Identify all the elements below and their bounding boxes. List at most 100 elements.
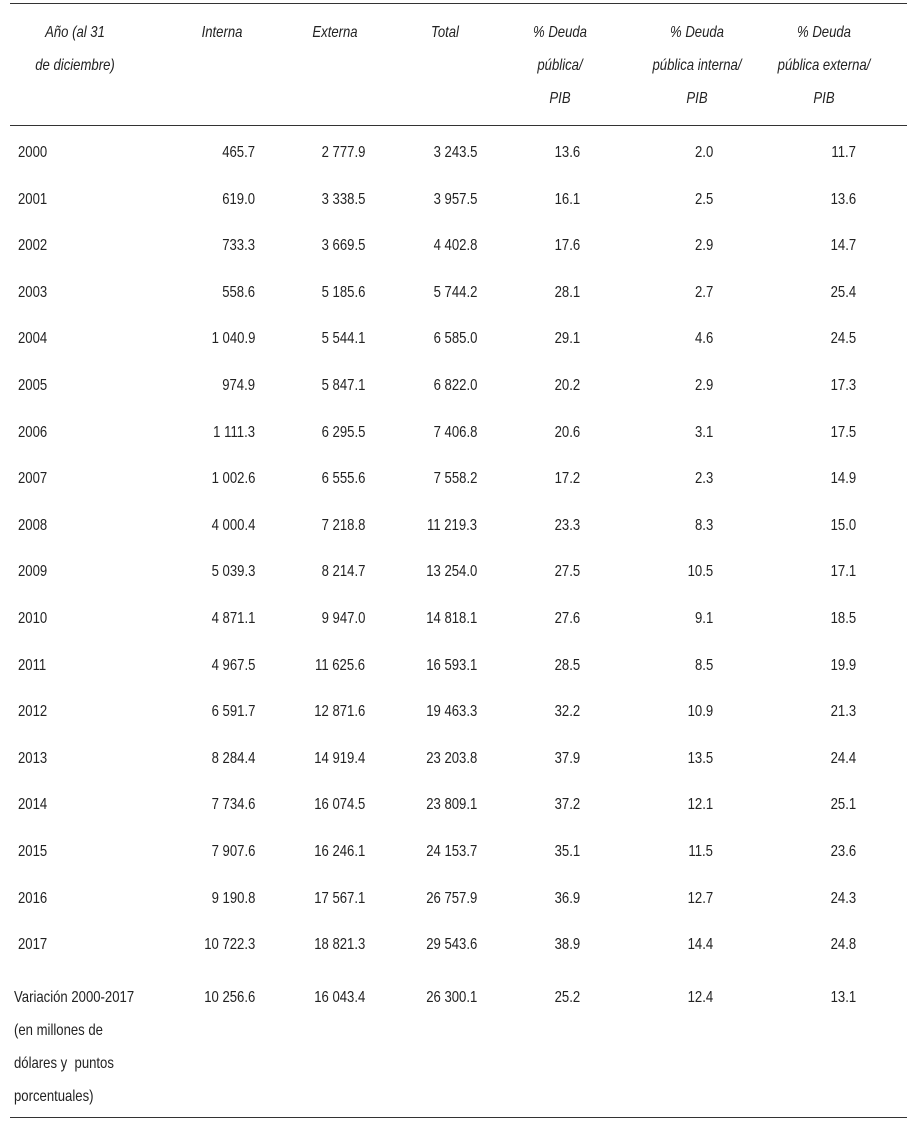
value-cell: 14.7 xyxy=(830,237,856,255)
value-cell: 36.9 xyxy=(554,889,580,907)
value-cell: 1 002.6 xyxy=(211,470,255,488)
header-cell: pública interna/ xyxy=(652,57,742,74)
header-cell: Total xyxy=(431,24,459,41)
value-cell: 17.6 xyxy=(554,237,580,255)
year-cell: 2010 xyxy=(18,610,48,627)
value-cell: 3 957.5 xyxy=(433,190,477,208)
value-cell: 17.5 xyxy=(830,423,856,441)
value-cell: 11.5 xyxy=(688,843,713,860)
variation-label: (en millones de xyxy=(14,1022,103,1039)
year-cell: 2005 xyxy=(18,377,48,394)
value-cell: 29 543.6 xyxy=(425,936,477,954)
value-cell: 9.1 xyxy=(694,610,713,627)
value-cell: 13.6 xyxy=(554,144,580,161)
value-cell: 18.5 xyxy=(830,610,856,627)
header-rule xyxy=(10,125,907,126)
year-cell: 2014 xyxy=(18,796,48,814)
value-cell: 16.1 xyxy=(554,190,580,208)
value-cell: 14 818.1 xyxy=(425,610,477,627)
header-cell: % Deuda xyxy=(797,24,851,41)
value-cell: 11.7 xyxy=(831,144,856,161)
year-cell: 2004 xyxy=(18,330,48,348)
value-cell: 19.9 xyxy=(830,656,856,674)
year-cell: 2012 xyxy=(18,703,48,721)
value-cell: 7 907.6 xyxy=(211,843,255,860)
value-cell: 5 185.6 xyxy=(321,283,365,301)
year-cell: 2007 xyxy=(18,470,48,488)
value-cell: 3.1 xyxy=(694,423,713,441)
variation-label: Variación 2000-2017 xyxy=(14,989,135,1006)
value-cell: 6 822.0 xyxy=(433,377,477,394)
value-cell: 35.1 xyxy=(554,843,580,860)
value-cell: 14.9 xyxy=(830,470,856,488)
year-cell: 2000 xyxy=(18,144,48,161)
variation-label: porcentuales) xyxy=(14,1088,94,1105)
value-cell: 465.7 xyxy=(222,144,255,161)
value-cell: 8.3 xyxy=(694,516,713,534)
value-cell: 38.9 xyxy=(554,936,580,954)
year-cell: 2003 xyxy=(18,283,48,301)
header-cell: % Deuda xyxy=(670,24,724,41)
value-cell: 23 809.1 xyxy=(425,796,477,814)
value-cell: 5 039.3 xyxy=(211,563,255,581)
value-cell: 3 243.5 xyxy=(433,144,477,161)
header-cell: % Deuda xyxy=(533,24,587,41)
value-cell: 4 871.1 xyxy=(211,610,255,627)
header-cell: pública/ xyxy=(537,57,583,74)
value-cell: 13.6 xyxy=(830,190,856,208)
value-cell: 18 821.3 xyxy=(313,936,365,954)
value-cell: 15.0 xyxy=(830,516,856,534)
value-cell: 10 722.3 xyxy=(203,936,255,954)
bottom-rule xyxy=(10,1117,907,1118)
value-cell: 558.6 xyxy=(222,283,255,301)
value-cell: 29.1 xyxy=(554,330,580,348)
value-cell: 6 591.7 xyxy=(211,703,255,721)
value-cell: 2.7 xyxy=(694,283,713,301)
variation-value: 16 043.4 xyxy=(313,989,365,1006)
value-cell: 12.7 xyxy=(687,889,713,907)
year-cell: 2016 xyxy=(18,889,48,907)
value-cell: 17.3 xyxy=(830,377,856,394)
year-cell: 2015 xyxy=(18,843,48,860)
value-cell: 23.3 xyxy=(554,516,580,534)
value-cell: 3 669.5 xyxy=(321,237,365,255)
value-cell: 24.5 xyxy=(830,330,856,348)
value-cell: 7 558.2 xyxy=(433,470,477,488)
variation-value: 25.2 xyxy=(554,989,580,1006)
value-cell: 37.9 xyxy=(554,749,580,767)
value-cell: 16 246.1 xyxy=(313,843,365,860)
value-cell: 9 190.8 xyxy=(211,889,255,907)
value-cell: 2.9 xyxy=(694,377,713,394)
value-cell: 28.1 xyxy=(554,283,580,301)
value-cell: 17.2 xyxy=(554,470,580,488)
variation-value: 10 256.6 xyxy=(203,989,255,1006)
value-cell: 8.5 xyxy=(694,656,713,674)
value-cell: 619.0 xyxy=(222,190,255,208)
year-cell: 2006 xyxy=(18,423,48,441)
year-cell: 2011 xyxy=(18,656,47,674)
value-cell: 16 593.1 xyxy=(425,656,477,674)
top-rule xyxy=(10,3,907,4)
value-cell: 13 254.0 xyxy=(425,563,477,581)
header-cell: de diciembre) xyxy=(35,57,115,74)
value-cell: 12 871.6 xyxy=(313,703,365,721)
year-cell: 2008 xyxy=(18,516,48,534)
value-cell: 11 219.3 xyxy=(426,516,477,534)
value-cell: 10.5 xyxy=(687,563,713,581)
value-cell: 23 203.8 xyxy=(425,749,477,767)
year-cell: 2013 xyxy=(18,749,48,767)
value-cell: 733.3 xyxy=(222,237,255,255)
value-cell: 27.5 xyxy=(554,563,580,581)
value-cell: 24 153.7 xyxy=(425,843,477,860)
header-cell: PIB xyxy=(549,90,571,107)
header-cell: pública externa/ xyxy=(777,57,871,74)
value-cell: 5 744.2 xyxy=(433,283,477,301)
value-cell: 6 585.0 xyxy=(433,330,477,348)
value-cell: 13.5 xyxy=(687,749,713,767)
variation-value: 26 300.1 xyxy=(425,989,477,1006)
value-cell: 19 463.3 xyxy=(425,703,477,721)
value-cell: 12.1 xyxy=(687,796,713,814)
variation-label: dólares y puntos xyxy=(14,1055,114,1072)
value-cell: 2.0 xyxy=(694,144,713,161)
value-cell: 10.9 xyxy=(687,703,713,721)
